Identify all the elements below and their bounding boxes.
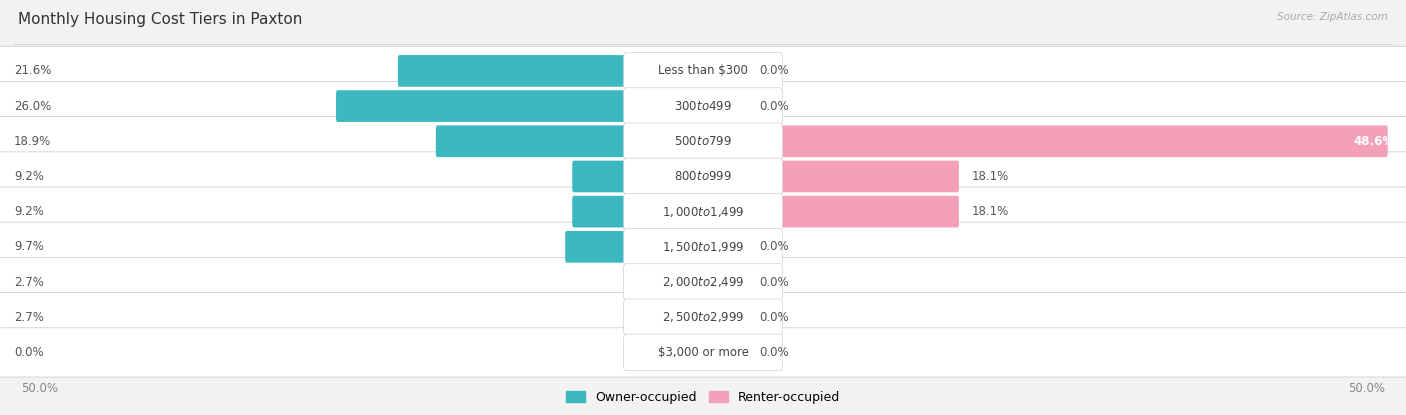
- Text: 9.2%: 9.2%: [14, 170, 44, 183]
- Text: $3,000 or more: $3,000 or more: [658, 346, 748, 359]
- Text: 18.1%: 18.1%: [972, 170, 1008, 183]
- Text: $2,000 to $2,499: $2,000 to $2,499: [662, 275, 744, 289]
- Text: 50.0%: 50.0%: [21, 381, 58, 395]
- FancyBboxPatch shape: [436, 125, 704, 157]
- Text: Source: ZipAtlas.com: Source: ZipAtlas.com: [1277, 12, 1388, 22]
- FancyBboxPatch shape: [0, 187, 1406, 236]
- Text: 0.0%: 0.0%: [759, 64, 789, 78]
- Text: 48.6%: 48.6%: [1354, 135, 1395, 148]
- Text: 26.0%: 26.0%: [14, 100, 51, 112]
- Text: 9.2%: 9.2%: [14, 205, 44, 218]
- FancyBboxPatch shape: [0, 152, 1406, 201]
- FancyBboxPatch shape: [624, 334, 782, 371]
- Text: Less than $300: Less than $300: [658, 64, 748, 78]
- FancyBboxPatch shape: [702, 55, 747, 87]
- FancyBboxPatch shape: [0, 46, 1406, 95]
- FancyBboxPatch shape: [624, 299, 782, 335]
- FancyBboxPatch shape: [624, 229, 782, 265]
- FancyBboxPatch shape: [702, 231, 747, 263]
- Text: $1,500 to $1,999: $1,500 to $1,999: [662, 240, 744, 254]
- FancyBboxPatch shape: [624, 88, 782, 124]
- FancyBboxPatch shape: [624, 158, 782, 195]
- FancyBboxPatch shape: [0, 222, 1406, 271]
- Text: 18.9%: 18.9%: [14, 135, 51, 148]
- Text: 0.0%: 0.0%: [759, 311, 789, 324]
- Text: 2.7%: 2.7%: [14, 276, 44, 288]
- FancyBboxPatch shape: [624, 123, 782, 160]
- Text: 21.6%: 21.6%: [14, 64, 52, 78]
- Text: 0.0%: 0.0%: [14, 346, 44, 359]
- Text: 9.7%: 9.7%: [14, 240, 44, 253]
- FancyBboxPatch shape: [702, 196, 959, 227]
- FancyBboxPatch shape: [664, 301, 704, 333]
- FancyBboxPatch shape: [0, 328, 1406, 377]
- FancyBboxPatch shape: [565, 231, 704, 263]
- FancyBboxPatch shape: [0, 81, 1406, 131]
- FancyBboxPatch shape: [624, 193, 782, 230]
- Text: $300 to $499: $300 to $499: [673, 100, 733, 112]
- Text: Monthly Housing Cost Tiers in Paxton: Monthly Housing Cost Tiers in Paxton: [18, 12, 302, 27]
- Text: $2,500 to $2,999: $2,500 to $2,999: [662, 310, 744, 324]
- Text: $1,000 to $1,499: $1,000 to $1,499: [662, 205, 744, 219]
- FancyBboxPatch shape: [0, 293, 1406, 342]
- FancyBboxPatch shape: [624, 264, 782, 300]
- FancyBboxPatch shape: [702, 161, 959, 192]
- FancyBboxPatch shape: [702, 301, 747, 333]
- FancyBboxPatch shape: [702, 337, 747, 368]
- FancyBboxPatch shape: [702, 266, 747, 298]
- Text: 50.0%: 50.0%: [1348, 381, 1385, 395]
- Text: 0.0%: 0.0%: [759, 100, 789, 112]
- Text: 0.0%: 0.0%: [759, 240, 789, 253]
- FancyBboxPatch shape: [702, 125, 1388, 157]
- FancyBboxPatch shape: [572, 196, 704, 227]
- Text: 0.0%: 0.0%: [759, 346, 789, 359]
- FancyBboxPatch shape: [624, 53, 782, 89]
- Text: 0.0%: 0.0%: [759, 276, 789, 288]
- FancyBboxPatch shape: [0, 117, 1406, 166]
- Text: $500 to $799: $500 to $799: [673, 135, 733, 148]
- FancyBboxPatch shape: [702, 90, 747, 122]
- Text: 2.7%: 2.7%: [14, 311, 44, 324]
- Text: 18.1%: 18.1%: [972, 205, 1008, 218]
- Legend: Owner-occupied, Renter-occupied: Owner-occupied, Renter-occupied: [561, 386, 845, 409]
- FancyBboxPatch shape: [572, 161, 704, 192]
- FancyBboxPatch shape: [336, 90, 704, 122]
- FancyBboxPatch shape: [664, 266, 704, 298]
- FancyBboxPatch shape: [0, 257, 1406, 307]
- FancyBboxPatch shape: [398, 55, 704, 87]
- Text: $800 to $999: $800 to $999: [673, 170, 733, 183]
